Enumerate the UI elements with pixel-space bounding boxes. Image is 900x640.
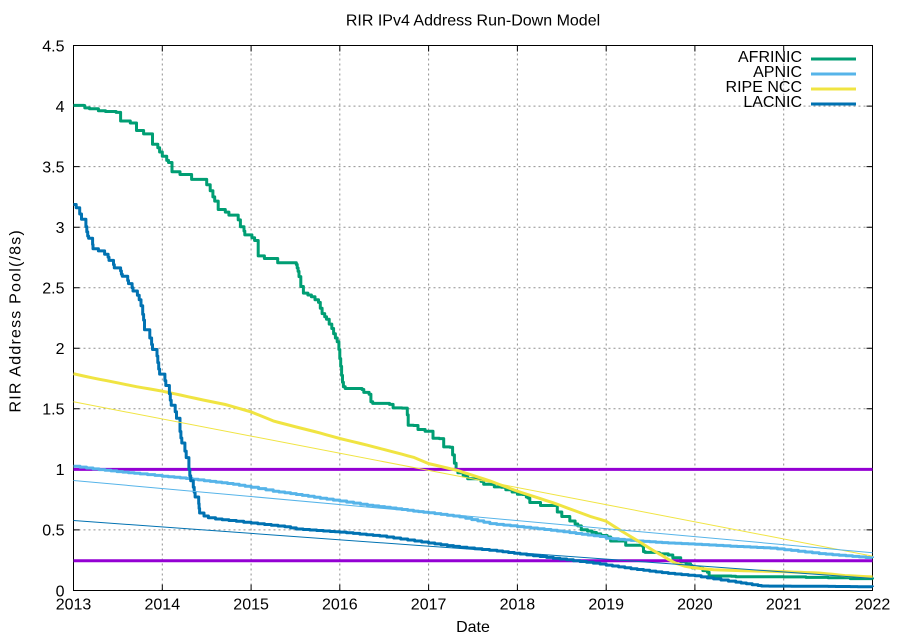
svg-text:4.5: 4.5	[42, 38, 64, 55]
svg-text:2021: 2021	[766, 597, 802, 614]
svg-text:3: 3	[56, 220, 65, 237]
svg-text:2020: 2020	[677, 597, 713, 614]
svg-text:APNIC: APNIC	[753, 64, 802, 81]
svg-text:RIPE NCC: RIPE NCC	[726, 79, 802, 96]
svg-text:2.5: 2.5	[42, 281, 64, 298]
svg-text:RIR Address Pool(/8s): RIR Address Pool(/8s)	[8, 229, 25, 412]
svg-text:1: 1	[56, 462, 65, 479]
svg-text:RIR IPv4 Address Run-Down Mode: RIR IPv4 Address Run-Down Model	[346, 13, 600, 30]
svg-text:2015: 2015	[233, 597, 269, 614]
svg-text:2019: 2019	[588, 597, 624, 614]
svg-text:0.5: 0.5	[42, 523, 64, 540]
svg-text:2: 2	[56, 341, 65, 358]
svg-text:3.5: 3.5	[42, 159, 64, 176]
svg-text:LACNIC: LACNIC	[743, 94, 802, 111]
svg-text:2022: 2022	[855, 597, 891, 614]
svg-text:AFRINIC: AFRINIC	[738, 49, 802, 66]
svg-text:2018: 2018	[500, 597, 536, 614]
svg-text:2017: 2017	[411, 597, 447, 614]
svg-text:1.5: 1.5	[42, 402, 64, 419]
svg-text:2016: 2016	[322, 597, 358, 614]
svg-text:2013: 2013	[56, 597, 92, 614]
svg-text:4: 4	[56, 99, 65, 116]
svg-text:2014: 2014	[145, 597, 181, 614]
svg-text:Date: Date	[456, 619, 490, 636]
svg-text:0: 0	[56, 583, 65, 600]
